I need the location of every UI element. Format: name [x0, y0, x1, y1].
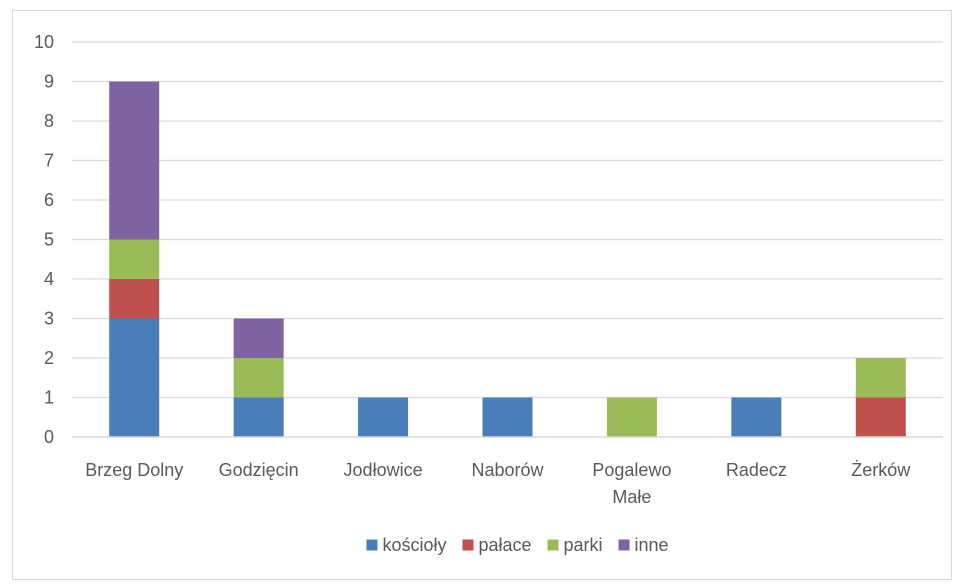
bar-segment-kościoły-4: [482, 397, 533, 437]
legend-label: pałace: [478, 535, 531, 555]
y-tick-label: 4: [44, 269, 54, 289]
y-tick-label: 5: [44, 230, 54, 250]
legend-swatch: [462, 539, 474, 551]
y-tick-label: 2: [44, 348, 54, 368]
y-tick-label: 10: [34, 32, 54, 52]
bar-segment-pałace-7: [855, 397, 906, 437]
bar-segment-parki-5: [606, 397, 657, 437]
category-label: Radecz: [726, 460, 787, 480]
legend-swatch: [547, 539, 559, 551]
y-tick-label: 0: [44, 427, 54, 447]
category-label: Jodłowice: [344, 460, 423, 480]
bar-segment-parki-2: [233, 358, 284, 398]
bar-segment-kościoły-1: [109, 318, 160, 437]
legend-item-inne: inne: [618, 535, 669, 555]
chart-frame: [12, 10, 952, 580]
category-label: Pogalewo Małe: [592, 460, 671, 507]
legend-item-pałace: pałace: [462, 535, 532, 555]
y-tick-label: 9: [44, 72, 54, 92]
y-tick-label: 6: [44, 190, 54, 210]
legend-swatch: [618, 539, 630, 551]
legend-label: inne: [635, 535, 669, 555]
legend: kościoły pałace parki inne: [366, 535, 669, 555]
legend-item-parki: parki: [547, 535, 603, 555]
y-tick-label: 7: [44, 151, 54, 171]
bar-segment-parki-7: [855, 358, 906, 398]
bar-segment-kościoły-2: [233, 397, 284, 437]
bar-segment-kościoły-6: [731, 397, 782, 437]
category-label: Naborów: [471, 460, 544, 480]
bar-segment-kościoły-3: [358, 397, 409, 437]
bar-segment-pałace-1: [109, 279, 160, 319]
category-label: Żerków: [851, 460, 911, 480]
category-label: Godzięcin: [219, 460, 299, 480]
y-tick-label: 8: [44, 111, 54, 131]
category-label: Brzeg Dolny: [85, 460, 183, 480]
y-tick-label: 1: [44, 388, 54, 408]
bar-segment-inne-1: [109, 81, 160, 240]
legend-label: parki: [564, 535, 603, 555]
x-axis-category-labels: Brzeg Dolny Godzięcin Jodłowice Naborów Poga…: [85, 460, 911, 507]
gridlines: [72, 41, 943, 399]
y-axis-ticks: 0 1 2 3 4 5 6 7 8 9 10: [34, 32, 54, 447]
bar-segment-parki-1: [109, 239, 160, 279]
bars: [109, 81, 906, 437]
legend-label: kościoły: [382, 535, 446, 555]
legend-swatch: [366, 539, 378, 551]
legend-item-kościoły: kościoły: [366, 535, 446, 555]
y-tick-label: 3: [44, 309, 54, 329]
bar-segment-inne-2: [233, 318, 284, 358]
